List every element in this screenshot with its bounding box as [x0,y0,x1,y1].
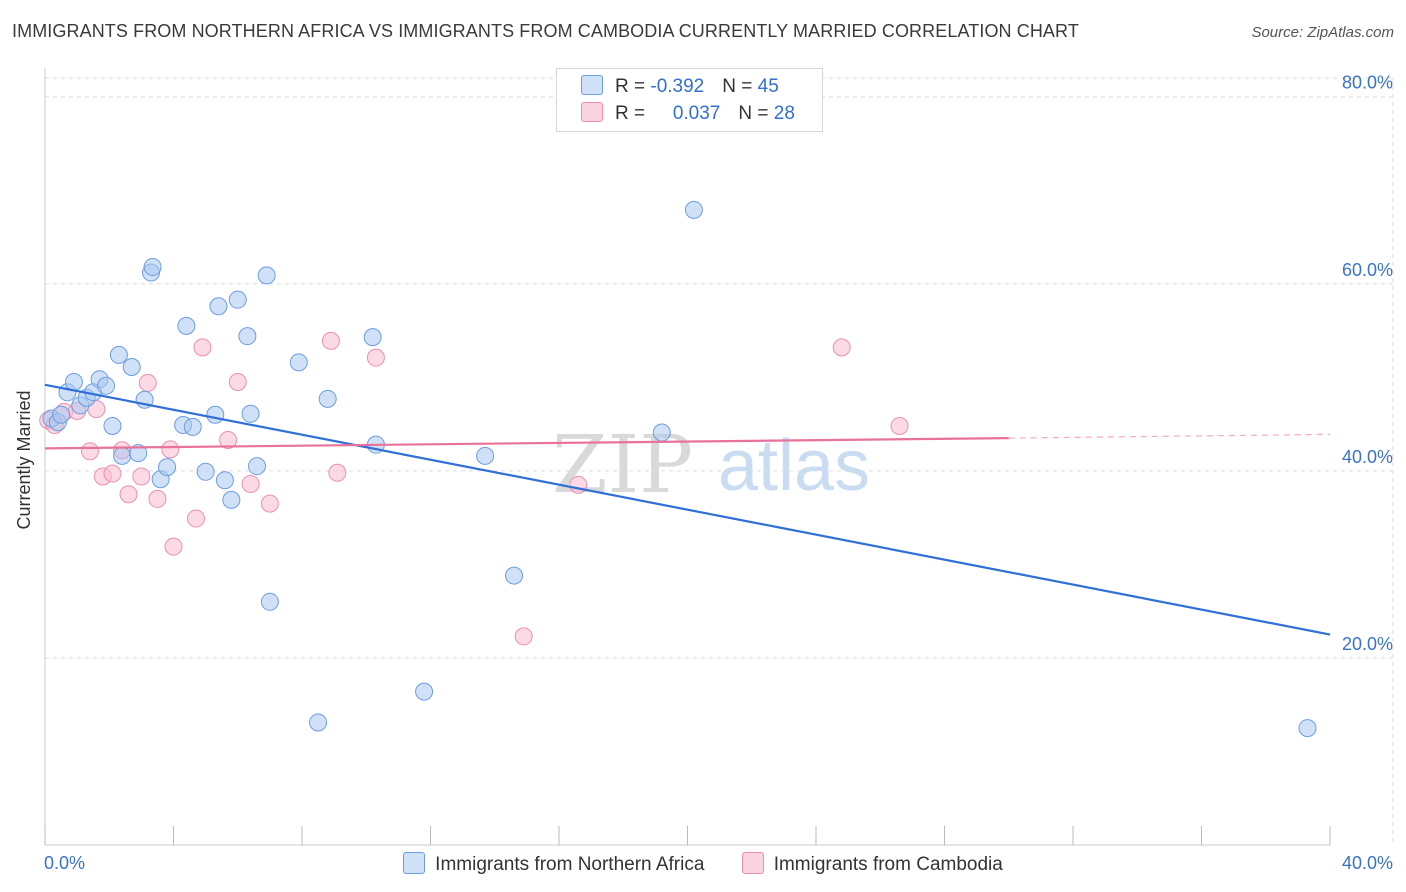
point-cambodia [186,509,205,528]
legend-n-label: N = [722,76,758,97]
point-northern-africa [209,297,228,316]
watermark-atlas: atlas [718,426,870,506]
point-cambodia [164,537,183,556]
point-northern-africa [289,353,308,372]
point-northern-africa [158,458,177,477]
legend-swatch-blue [403,852,426,874]
legend-label-cambodia: Immigrants from Cambodia [773,854,1003,875]
point-northern-africa [318,389,337,408]
legend-r-value: 0.037 [672,103,721,124]
point-cambodia [241,474,260,493]
point-northern-africa [260,592,279,611]
y-tick-label: 80.0% [1342,73,1393,93]
point-northern-africa [183,417,202,436]
y-tick-label: 60.0% [1342,260,1393,280]
point-cambodia [260,494,279,513]
point-cambodia [569,475,588,494]
point-cambodia [890,416,909,435]
legend-n-value: 28 [773,103,795,124]
legend-item-northern-africa: Immigrants from Northern Africa [403,852,704,876]
tick-labels: 20.0% 40.0% 60.0% 80.0% 0.0% 40.0% [44,73,1393,873]
source-credit: Source: ZipAtlas.com [1251,24,1394,41]
point-northern-africa [241,404,260,423]
point-cambodia [193,338,212,357]
y-tick-label: 20.0% [1342,634,1393,654]
axes [44,68,1331,846]
point-cambodia [161,440,180,459]
point-northern-africa [228,290,247,309]
point-northern-africa [177,316,196,335]
point-northern-africa [196,462,215,481]
point-northern-africa [222,490,241,509]
legend-n-value: 45 [757,76,779,97]
point-northern-africa [64,372,83,391]
point-cambodia [132,467,151,486]
point-cambodia [119,485,138,504]
point-cambodia [328,463,347,482]
x-tick-label: 0.0% [44,853,85,873]
point-northern-africa [122,358,141,377]
watermark: ZIP atlas [552,418,870,511]
legend-r-label: R = [615,76,651,97]
point-northern-africa [129,444,148,463]
series-legend: Immigrants from Northern Africa Immigran… [0,852,1406,876]
point-northern-africa [238,327,257,346]
point-cambodia [366,348,385,367]
point-cambodia [832,338,851,357]
legend-n-label: N = [738,103,774,124]
point-northern-africa [476,446,495,465]
point-northern-africa [415,682,434,701]
point-cambodia [138,373,157,392]
x-tick-label: 40.0% [1342,853,1393,873]
point-cambodia [228,372,247,391]
point-northern-africa [1298,719,1317,738]
trend-line-cambodia-extension [1008,433,1331,439]
trend-lines [44,383,1331,636]
legend-swatch-pink [581,102,603,122]
point-northern-africa [363,328,382,347]
point-northern-africa [248,457,267,476]
point-cambodia [148,489,167,508]
point-northern-africa [684,200,703,219]
legend-swatch-blue [581,75,603,95]
point-northern-africa [652,423,671,442]
legend-row-northern-africa: R = -0.392 N = 45 [581,75,779,101]
point-northern-africa [206,405,225,424]
point-cambodia [80,442,99,461]
chart-title: IMMIGRANTS FROM NORTHERN AFRICA VS IMMIG… [12,21,1079,41]
point-northern-africa [257,266,276,285]
point-northern-africa [113,446,132,465]
point-cambodia [219,430,238,449]
point-northern-africa [52,405,71,424]
stats-legend: R = -0.392 N = 45 R = 0.037 N = 28 [556,68,823,132]
point-northern-africa [109,345,128,364]
point-northern-africa [143,257,162,276]
trend-line-northern-africa [44,383,1331,636]
point-cambodia [321,331,340,350]
point-cambodia [103,464,122,483]
legend-label-northern-africa: Immigrants from Northern Africa [435,854,705,875]
legend-swatch-pink [741,852,764,874]
y-tick-label: 40.0% [1342,447,1393,467]
point-northern-africa [97,376,116,395]
y-axis-label: Currently Married [14,390,34,530]
legend-r-value: -0.392 [650,76,705,97]
trend-line-cambodia [44,437,1009,450]
point-cambodia [514,627,533,646]
point-northern-africa [215,471,234,490]
point-northern-africa [505,566,524,585]
point-northern-africa [103,416,122,435]
legend-item-cambodia: Immigrants from Cambodia [741,852,1003,876]
data-points [39,200,1317,738]
point-northern-africa [309,713,328,732]
legend-r-label: R = [615,103,651,124]
legend-row-cambodia: R = 0.037 N = 28 [581,102,795,128]
